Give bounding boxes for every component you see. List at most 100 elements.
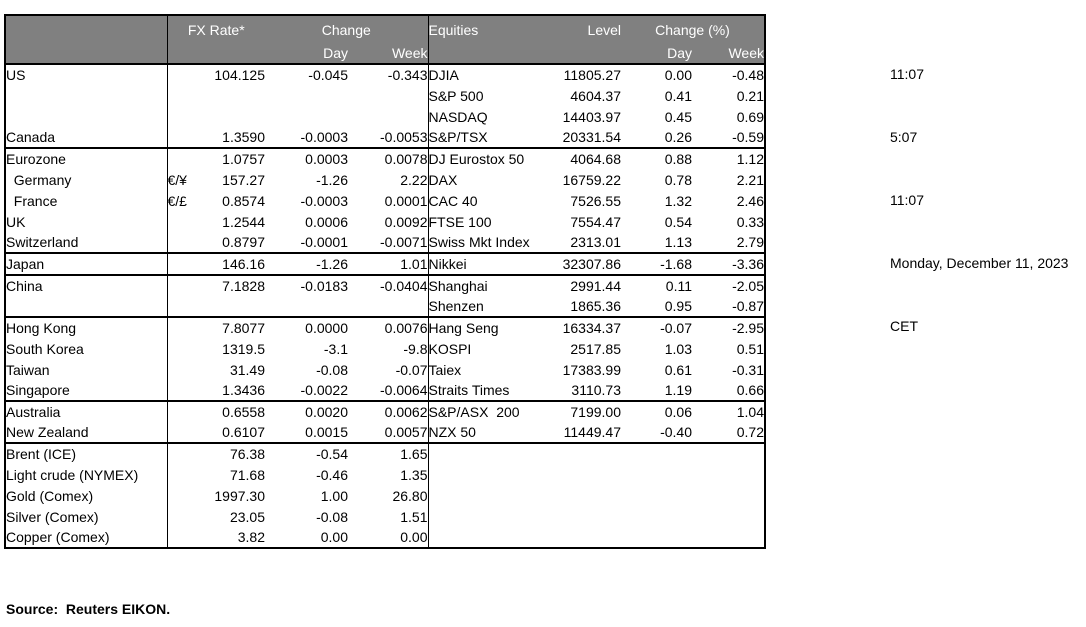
equity-level-cell: 16334.37: [562, 320, 621, 336]
equity-name-cell: DJ Eurostox 50: [427, 148, 559, 169]
equity-week-cell: 0.72: [692, 422, 765, 444]
equity-level-cell: [559, 485, 621, 506]
time-2: 5:07: [890, 129, 918, 145]
country-header-blank: [5, 15, 167, 43]
fx-symbol-cell: [166, 401, 195, 422]
fx-day-cell: -0.0001: [265, 232, 348, 254]
fx-symbol-cell: [166, 527, 195, 548]
fx-week-cell: 1.51: [400, 508, 428, 525]
fx-day-cell: -0.0183: [300, 278, 348, 294]
fx-symbol-cell: [166, 317, 195, 338]
fx-country-cell: Taiwan: [6, 361, 50, 378]
fx-rate-cell: 76.38: [229, 446, 265, 462]
fx-rate-cell: 157.27: [222, 171, 265, 188]
equity-day-cell: 1.13: [621, 232, 692, 254]
equity-name-cell: NASDAQ: [427, 106, 559, 127]
table-row: Silver (Comex) 23.05 -0.08 1.51: [5, 506, 765, 527]
table-row: Taiwan 31.49 -0.08 -0.07 Taiex 17383.99 0.61 -0…: [5, 359, 765, 380]
table-row: South Korea 1319.5 -3.1 -9.8 KOSPI 2517.85 1.0…: [5, 338, 765, 359]
equity-week-cell: 1.04: [736, 404, 764, 420]
equity-day-cell: [621, 506, 692, 527]
equity-day-cell: 1.03: [664, 340, 692, 357]
equity-day-cell: 0.00: [664, 67, 692, 83]
equity-week-cell: -0.31: [732, 361, 764, 378]
equity-name-cell: Shenzen: [427, 296, 559, 318]
fx-change-header: Change: [265, 15, 428, 43]
fx-country-cell: Silver (Comex): [6, 508, 99, 525]
fx-symbol-cell: [166, 443, 195, 464]
equity-level-cell: [559, 464, 621, 485]
equity-day-cell: -0.07: [660, 320, 692, 336]
table-row: Copper (Comex) 3.82 0.00 0.00: [5, 527, 765, 548]
fx-week-cell: 1.65: [400, 446, 428, 462]
fx-country-cell: US: [6, 67, 26, 83]
equity-name-cell: [427, 527, 559, 548]
market-data-table: FX Rate* Change Equities Level Change (%…: [4, 14, 766, 549]
equity-week-cell: -0.48: [732, 67, 764, 83]
equity-level-cell: [559, 506, 621, 527]
fx-symbol-cell: [166, 232, 195, 254]
equity-day-cell: 1.19: [621, 380, 692, 402]
table-row: Shenzen 1865.36 0.95 -0.87: [5, 296, 765, 318]
equity-day-header: Day: [621, 43, 692, 64]
equity-level-cell: 17383.99: [562, 361, 621, 378]
equity-day-cell: 0.54: [664, 213, 692, 230]
fx-country-cell: Copper (Comex): [6, 529, 110, 545]
equity-day-cell: 1.32: [664, 192, 692, 209]
fx-symbol-cell: [166, 253, 195, 276]
fx-country-cell: Light crude (NYMEX): [6, 466, 139, 483]
fx-symbol-cell: [166, 148, 195, 169]
equity-week-cell: 2.21: [736, 171, 764, 188]
equity-week-cell: 2.79: [692, 232, 765, 254]
equity-day-cell: 0.11: [665, 278, 692, 294]
equity-day-cell: 0.78: [664, 171, 692, 188]
fx-country-cell: [5, 85, 167, 106]
fx-day-cell: [265, 85, 348, 106]
table-row: Gold (Comex) 1997.30 1.00 26.80: [5, 485, 765, 506]
fx-week-cell: 0.0076: [384, 320, 428, 336]
fx-rate-cell: 0.8574: [222, 192, 265, 209]
fx-week-cell: -0.07: [395, 361, 428, 378]
fx-day-cell: -1.26: [316, 171, 348, 188]
equity-level-cell: 4064.68: [570, 151, 621, 167]
fx-day-cell: -0.08: [316, 361, 348, 378]
fx-week-cell: -0.0404: [380, 278, 428, 294]
fx-symbol-cell: [166, 106, 195, 127]
fx-rate-cell: 1.3590: [195, 127, 265, 149]
fx-country-cell: Gold (Comex): [6, 487, 94, 504]
equity-level-cell: 2991.44: [570, 278, 621, 294]
equity-level-cell: 7199.00: [570, 404, 621, 420]
fx-week-cell: -0.0071: [348, 232, 428, 254]
fx-rate-cell: 0.6558: [222, 404, 265, 420]
equity-name-cell: Straits Times: [427, 380, 559, 402]
fx-country-cell: UK: [6, 213, 26, 230]
fx-day-cell: 0.0015: [265, 422, 348, 444]
equity-week-cell: [692, 485, 765, 506]
fx-day-cell: 0.0020: [305, 404, 348, 420]
fx-rate-cell: 1319.5: [222, 340, 265, 357]
equity-week-cell: 0.51: [736, 340, 764, 357]
equity-name-cell: KOSPI: [427, 338, 559, 359]
equity-name-cell: S&P 500: [427, 85, 559, 106]
fx-rate-cell: [195, 296, 265, 318]
equity-name-cell: Taiex: [427, 359, 559, 380]
fx-day-cell: -0.0003: [300, 192, 348, 209]
fx-week-cell: 2.22: [400, 171, 428, 188]
header-blank: [5, 43, 167, 64]
fx-day-cell: -3.1: [323, 340, 348, 357]
table-row: Eurozone 1.0757 0.0003 0.0078 DJ Eurostox 50…: [5, 148, 765, 169]
table-row: Light crude (NYMEX) 71.68 -0.46 1.35: [5, 464, 765, 485]
fx-day-cell: 0.0003: [305, 151, 348, 167]
equity-level-cell: [559, 527, 621, 548]
equity-level-cell: 7554.47: [570, 213, 621, 230]
time-3: 11:07: [890, 192, 924, 208]
header-blank: [559, 43, 621, 64]
timestamp-panel: 11:07 5:07 11:07 Monday, December 11, 20…: [890, 22, 1068, 358]
fx-country-cell: Australia: [6, 404, 61, 420]
fx-country-cell: [5, 106, 167, 127]
equity-name-cell: [427, 443, 559, 464]
fx-symbol-cell: [166, 338, 195, 359]
equity-day-cell: 0.26: [621, 127, 692, 149]
source-line: Source: Reuters EIKON.: [6, 601, 171, 617]
fx-symbol-cell: [166, 64, 195, 85]
